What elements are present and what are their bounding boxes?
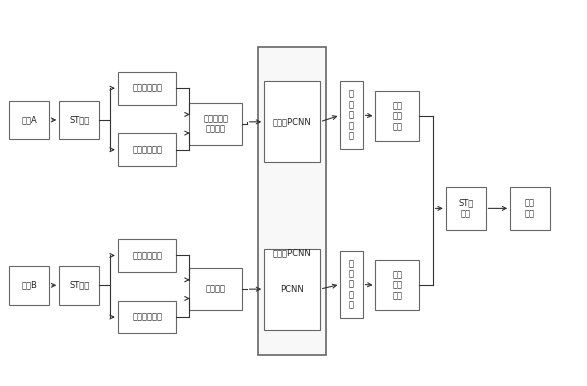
Bar — [376, 260, 419, 310]
Text: 点
火
映
射
图: 点 火 映 射 图 — [349, 90, 354, 141]
Text: ST逆
变换: ST逆 变换 — [458, 199, 473, 218]
Text: PCNN: PCNN — [280, 284, 304, 294]
Text: 点
火
映
射
图: 点 火 映 射 图 — [349, 259, 354, 310]
Text: 图像A: 图像A — [22, 115, 37, 124]
Bar — [118, 134, 176, 166]
Text: 高频子带系数: 高频子带系数 — [132, 313, 162, 322]
Text: 空间频率: 空间频率 — [205, 284, 225, 294]
Bar — [118, 239, 176, 272]
Bar — [340, 81, 363, 149]
Text: 低频
融合
系数: 低频 融合 系数 — [393, 271, 403, 300]
Bar — [118, 301, 176, 334]
Bar — [446, 187, 485, 230]
Text: 低频子带系数: 低频子带系数 — [132, 251, 162, 260]
Bar — [9, 266, 49, 305]
Bar — [189, 103, 242, 145]
Bar — [376, 91, 419, 141]
Text: ST交换: ST交换 — [69, 115, 89, 124]
Bar — [258, 47, 326, 354]
Bar — [118, 72, 176, 105]
Text: 双通道PCNN: 双通道PCNN — [272, 117, 312, 126]
Bar — [9, 101, 49, 139]
Text: 图像B: 图像B — [22, 281, 38, 290]
Bar — [264, 81, 320, 162]
Text: 高频子带系数: 高频子带系数 — [132, 145, 162, 154]
Text: 融合
图像: 融合 图像 — [525, 199, 535, 218]
Text: 改进拉普拉
斯能量和: 改进拉普拉 斯能量和 — [203, 114, 228, 134]
Bar — [59, 101, 99, 139]
Bar — [59, 266, 99, 305]
Text: ST交换: ST交换 — [69, 281, 89, 290]
Bar — [189, 268, 242, 310]
Text: 复合型PCNN: 复合型PCNN — [272, 249, 312, 257]
Bar — [264, 249, 320, 330]
Text: 低频
融合
系数: 低频 融合 系数 — [393, 101, 403, 131]
Bar — [510, 187, 550, 230]
Bar — [340, 251, 363, 318]
Text: 低频子带系数: 低频子带系数 — [132, 84, 162, 93]
